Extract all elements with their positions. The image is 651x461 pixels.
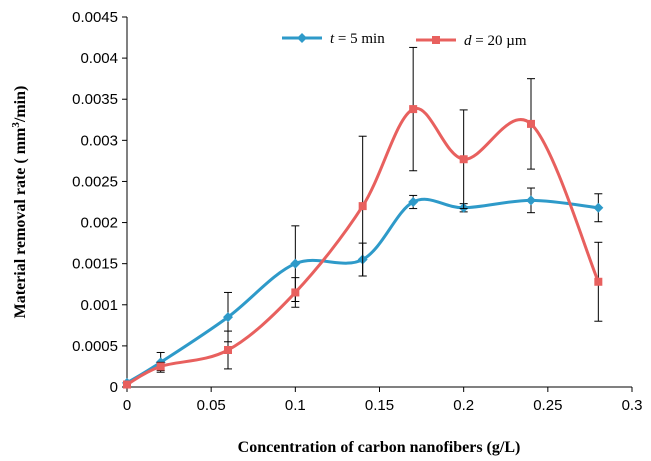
legend-marker-t bbox=[297, 33, 307, 43]
series-d bbox=[123, 46, 603, 389]
x-tick-label: 0.05 bbox=[197, 397, 226, 414]
x-tick-label: 0.1 bbox=[285, 397, 306, 414]
data-point-d bbox=[358, 202, 367, 211]
y-tick-label: 0.0045 bbox=[72, 9, 118, 26]
x-tick-label: 0 bbox=[123, 397, 131, 414]
legend-label-d: d = 20 µm bbox=[464, 33, 527, 49]
x-axis-title: Concentration of carbon nanofibers (g/L) bbox=[238, 439, 521, 456]
y-tick-label: 0.0015 bbox=[72, 256, 118, 273]
y-tick-label: 0.003 bbox=[80, 132, 118, 149]
data-point-t bbox=[223, 312, 233, 323]
y-axis-title: Material removal rate ( mm3/min) bbox=[10, 86, 29, 319]
data-point-d bbox=[224, 346, 232, 354]
data-point-t bbox=[593, 202, 604, 213]
data-point-d bbox=[527, 119, 535, 128]
legend-item-d: d = 20 µm bbox=[416, 33, 527, 49]
x-tick-label: 0.15 bbox=[365, 397, 394, 414]
legend: t = 5 min d = 20 µm bbox=[282, 31, 527, 49]
legend-marker-d bbox=[432, 36, 440, 44]
y-tick-label: 0.0025 bbox=[72, 173, 118, 190]
y-tick-label: 0.0035 bbox=[72, 91, 118, 108]
y-tick-label: 0.004 bbox=[80, 50, 118, 67]
data-point-d bbox=[291, 288, 300, 297]
data-point-t bbox=[526, 195, 536, 206]
y-tick-label: 0.002 bbox=[80, 215, 118, 232]
data-point-d bbox=[594, 277, 603, 286]
data-point-d bbox=[409, 105, 418, 114]
y-tick-label: 0.001 bbox=[80, 297, 118, 314]
axis-ticks: 0 0.05 0.1 0.15 0.2 0.25 0.3 0 0.0005 0.001 0.0015… bbox=[72, 9, 642, 414]
x-tick-label: 0.3 bbox=[622, 397, 643, 414]
data-point-t bbox=[408, 197, 419, 207]
x-tick-label: 0.2 bbox=[453, 397, 474, 414]
y-tick-label: 0.0005 bbox=[72, 338, 118, 355]
legend-item-t: t = 5 min bbox=[282, 31, 385, 47]
data-point-d bbox=[123, 380, 131, 389]
x-tick-label: 0.25 bbox=[533, 397, 562, 414]
data-point-t bbox=[290, 258, 301, 269]
series-layer bbox=[122, 46, 604, 389]
y-tick-label: 0 bbox=[110, 379, 118, 396]
data-point-d bbox=[156, 362, 165, 371]
data-point-d bbox=[459, 155, 468, 164]
legend-label-t: t = 5 min bbox=[330, 31, 385, 47]
